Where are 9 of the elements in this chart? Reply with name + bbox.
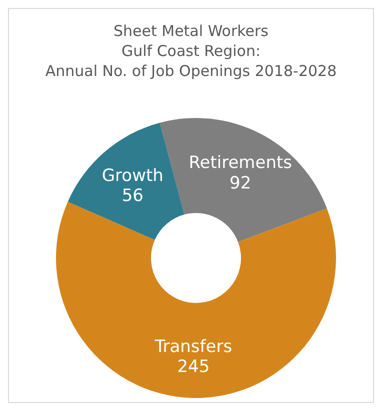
- data-label: 245: [177, 357, 210, 378]
- slice-label: Growth: [102, 166, 164, 186]
- chart-title: Sheet Metal Workers Gulf Coast Region: Annual No. of Job Openings 2018-2028: [44, 21, 338, 81]
- slice-label: Retirements: [188, 153, 292, 174]
- donut-slice: [56, 202, 336, 398]
- data-label: 56: [122, 186, 144, 206]
- slice-label: Transfers: [154, 336, 232, 357]
- donut-slice: [68, 122, 184, 240]
- data-label: 92: [230, 173, 252, 194]
